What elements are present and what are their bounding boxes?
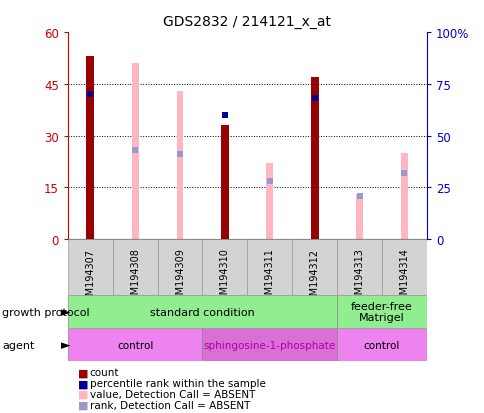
Bar bbox=[381, 240, 426, 295]
Text: ►: ► bbox=[60, 338, 70, 351]
Text: GSM194314: GSM194314 bbox=[398, 248, 408, 306]
Bar bbox=[176, 92, 183, 240]
Text: percentile rank within the sample: percentile rank within the sample bbox=[90, 378, 265, 388]
Text: ■: ■ bbox=[77, 368, 88, 377]
Bar bbox=[112, 240, 157, 295]
Text: GSM194312: GSM194312 bbox=[309, 248, 319, 307]
Bar bbox=[400, 154, 407, 240]
Bar bbox=[202, 328, 336, 361]
Text: standard condition: standard condition bbox=[150, 307, 254, 317]
Text: growth protocol: growth protocol bbox=[2, 307, 90, 317]
Text: GSM194307: GSM194307 bbox=[85, 248, 95, 307]
Text: sphingosine-1-phosphate: sphingosine-1-phosphate bbox=[203, 340, 335, 350]
Bar bbox=[68, 240, 112, 295]
Text: control: control bbox=[363, 340, 399, 350]
Bar bbox=[202, 240, 247, 295]
Text: GSM194308: GSM194308 bbox=[130, 248, 140, 306]
Title: GDS2832 / 214121_x_at: GDS2832 / 214121_x_at bbox=[163, 15, 331, 29]
Bar bbox=[132, 64, 138, 240]
Text: ►: ► bbox=[60, 305, 70, 318]
Bar bbox=[68, 328, 202, 361]
Text: agent: agent bbox=[2, 340, 35, 350]
Text: GSM194310: GSM194310 bbox=[219, 248, 229, 306]
Text: GSM194311: GSM194311 bbox=[264, 248, 274, 306]
Text: count: count bbox=[90, 368, 119, 377]
Bar bbox=[247, 240, 291, 295]
Bar bbox=[336, 328, 426, 361]
Text: value, Detection Call = ABSENT: value, Detection Call = ABSENT bbox=[90, 389, 255, 399]
Text: ■: ■ bbox=[77, 389, 88, 399]
Bar bbox=[220, 126, 228, 240]
Text: GSM194309: GSM194309 bbox=[175, 248, 185, 306]
Bar bbox=[86, 57, 94, 240]
Bar bbox=[291, 240, 336, 295]
Text: feeder-free
Matrigel: feeder-free Matrigel bbox=[350, 301, 412, 323]
Text: rank, Detection Call = ABSENT: rank, Detection Call = ABSENT bbox=[90, 400, 250, 410]
Bar bbox=[310, 78, 318, 240]
Bar bbox=[266, 164, 272, 240]
Text: control: control bbox=[117, 340, 153, 350]
Text: ■: ■ bbox=[77, 400, 88, 410]
Text: ■: ■ bbox=[77, 378, 88, 388]
Text: GSM194313: GSM194313 bbox=[354, 248, 364, 306]
Bar bbox=[157, 240, 202, 295]
Bar bbox=[355, 195, 362, 240]
Bar bbox=[68, 295, 336, 328]
Bar bbox=[336, 240, 381, 295]
Bar bbox=[336, 295, 426, 328]
